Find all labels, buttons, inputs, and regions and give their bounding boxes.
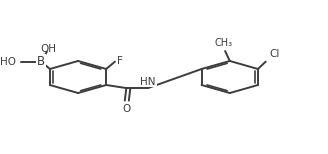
Text: F: F — [117, 56, 123, 66]
Text: Cl: Cl — [269, 49, 280, 59]
Text: B: B — [37, 55, 45, 68]
Text: CH₃: CH₃ — [215, 38, 233, 48]
Text: OH: OH — [40, 44, 56, 54]
Text: HO: HO — [0, 57, 16, 67]
Text: O: O — [123, 104, 131, 114]
Text: HN: HN — [140, 77, 156, 87]
